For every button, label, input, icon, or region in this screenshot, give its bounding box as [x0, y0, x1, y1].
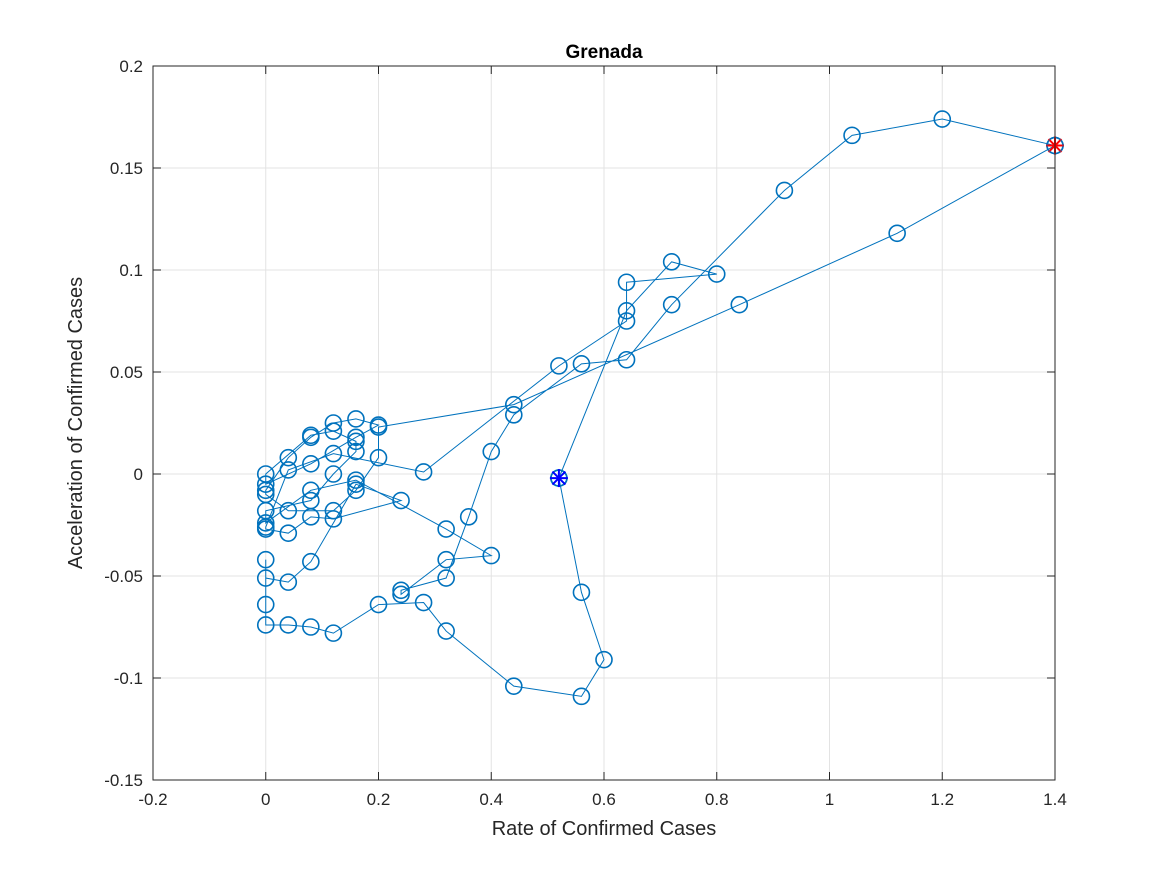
data-point: [256, 569, 275, 587]
data-point: [347, 428, 365, 447]
y-tick-label: -0.15: [104, 771, 143, 790]
y-axis-label: Acceleration of Confirmed Cases: [65, 277, 87, 569]
data-point: [482, 546, 501, 565]
data-point: [707, 265, 726, 283]
data-point: [482, 442, 501, 461]
data-point: [324, 510, 343, 528]
data-point: [256, 481, 275, 500]
data-point: [662, 253, 681, 271]
data-point: [617, 350, 636, 369]
data-point: [347, 432, 365, 451]
x-tick-label: 1.2: [930, 790, 954, 809]
series-line: [265, 118, 1056, 596]
x-tick-label: 1: [825, 790, 834, 809]
y-tick-label: 0.05: [110, 363, 143, 382]
data-point: [256, 595, 275, 614]
data-point: [550, 357, 568, 375]
data-point: [572, 687, 591, 706]
x-tick-label: 0.6: [592, 790, 616, 809]
data-point: [347, 471, 365, 489]
data-point: [324, 414, 343, 432]
series-layer: [256, 110, 1064, 706]
data-point: [437, 520, 455, 538]
data-point: [617, 312, 636, 330]
chart-title: Grenada: [565, 42, 643, 63]
data-point: [504, 406, 523, 424]
data-point: [437, 550, 455, 569]
x-tick-label: -0.2: [138, 790, 167, 809]
data-point: [888, 224, 906, 243]
data-point: [572, 583, 591, 602]
data-point: [369, 418, 388, 436]
start-marker: [549, 469, 568, 488]
y-tick-label: 0: [134, 465, 143, 484]
data-point: [504, 395, 523, 414]
series-line: [265, 261, 717, 697]
data-point: [369, 448, 388, 467]
data-point: [302, 481, 320, 500]
data-point: [843, 126, 861, 145]
x-tick-label: 0.8: [705, 790, 729, 809]
y-tick-label: 0.1: [119, 261, 143, 280]
data-point: [302, 552, 320, 571]
data-point: [392, 585, 410, 604]
y-tick-label: 0.2: [119, 57, 143, 76]
data-point: [617, 273, 636, 292]
data-point: [256, 475, 275, 494]
x-tick-label: 1.4: [1043, 790, 1067, 809]
data-point: [256, 520, 275, 538]
data-point: [347, 442, 365, 461]
data-point: [279, 573, 298, 591]
data-point: [279, 448, 298, 467]
data-point: [775, 181, 794, 200]
data-point: [595, 650, 613, 669]
data-point: [437, 569, 455, 587]
data-point: [324, 465, 343, 483]
asterisk-stroke: [551, 470, 567, 486]
x-tick-label: 0.4: [479, 790, 503, 809]
data-point: [256, 616, 275, 634]
data-point: [392, 581, 410, 600]
y-tick-label: -0.1: [114, 669, 143, 688]
data-point: [302, 618, 320, 636]
data-point: [302, 428, 320, 447]
data-point: [459, 508, 478, 526]
data-point: [369, 595, 388, 614]
data-point: [324, 422, 343, 440]
series-1: [256, 110, 1064, 604]
data-point: [279, 524, 298, 542]
ticks: -0.2 0 0.2 0.4 0.6 0.8 1 1.2 1.4 -0.15 -0.1 -0.05 0 0…: [104, 57, 1067, 809]
data-point: [324, 444, 343, 463]
data-point: [302, 508, 320, 526]
data-point: [933, 110, 952, 128]
data-point: [279, 616, 298, 634]
data-point: [302, 454, 320, 473]
x-tick-label: 0.2: [367, 790, 391, 809]
data-point: [617, 301, 636, 320]
data-point: [279, 461, 298, 479]
data-point: [414, 593, 433, 612]
y-tick-label: -0.05: [104, 567, 143, 586]
data-point: [347, 475, 365, 494]
data-point: [324, 624, 343, 642]
data-point: [437, 622, 455, 640]
data-point: [256, 485, 275, 504]
y-tick-label: 0.15: [110, 159, 143, 178]
x-axis-label: Rate of Confirmed Cases: [492, 818, 717, 840]
data-point: [256, 514, 275, 532]
data-point: [662, 295, 681, 314]
data-point: [414, 463, 433, 481]
data-point: [730, 295, 749, 314]
data-point: [256, 550, 275, 569]
data-point: [347, 410, 365, 428]
x-tick-label: 0: [261, 790, 270, 809]
data-point: [279, 501, 298, 520]
data-point: [572, 355, 591, 373]
data-point: [392, 491, 410, 510]
data-point: [504, 677, 523, 695]
data-point: [347, 481, 365, 500]
